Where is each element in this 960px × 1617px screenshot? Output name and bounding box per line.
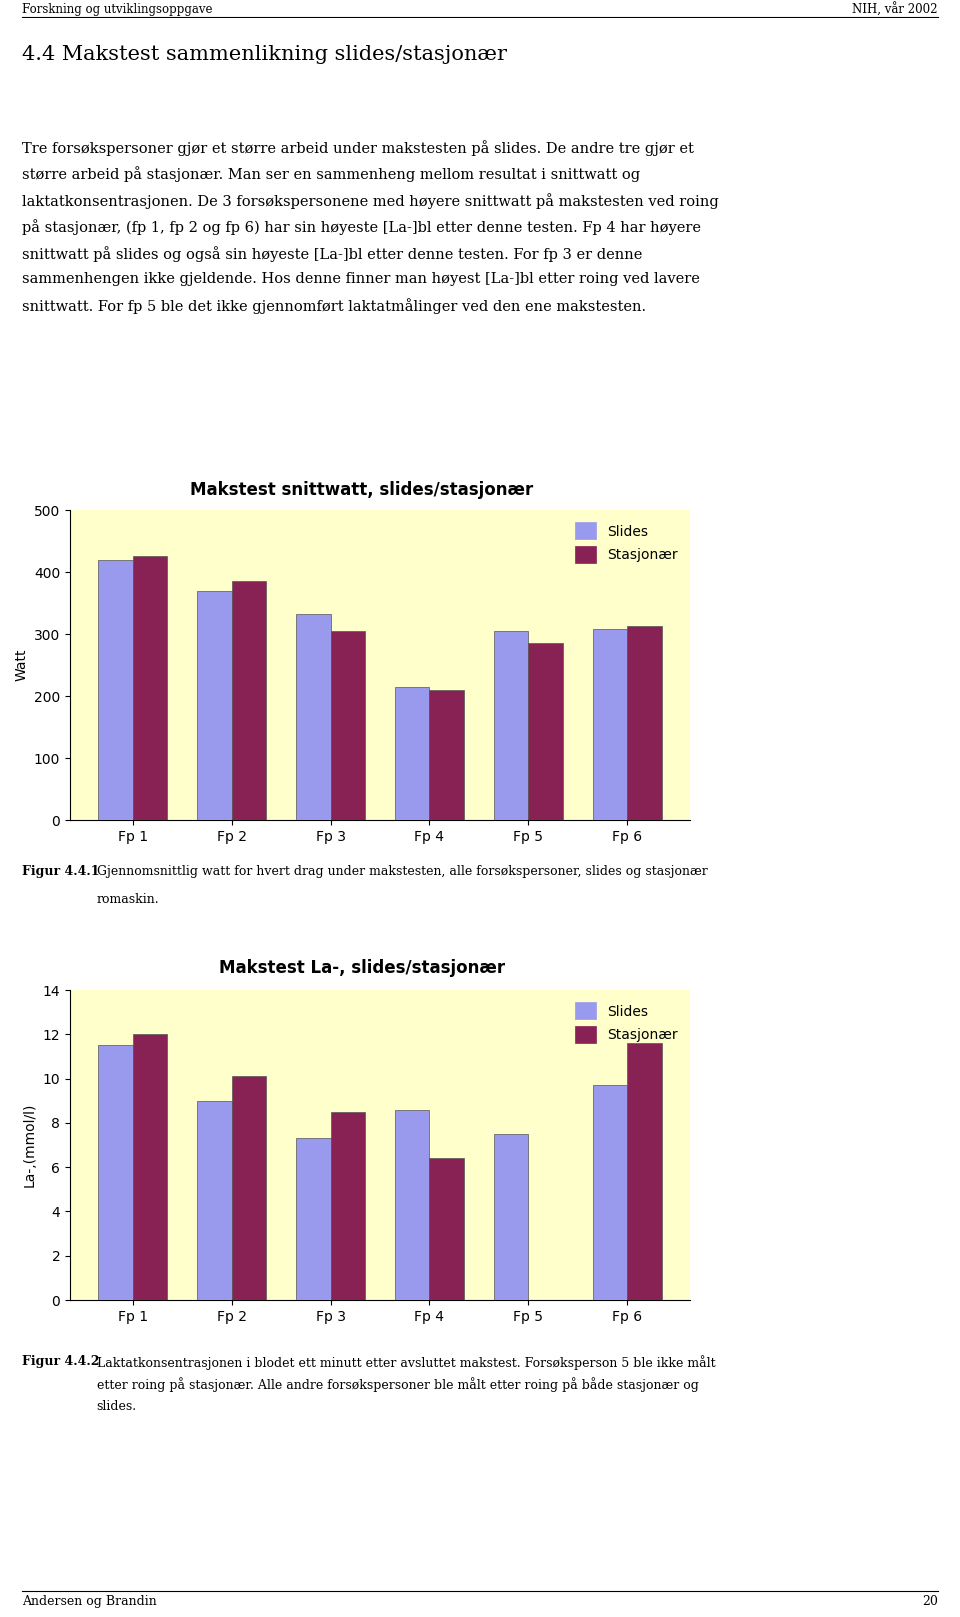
Bar bbox=[296, 1138, 330, 1300]
Y-axis label: La-,(mmol/l): La-,(mmol/l) bbox=[23, 1103, 37, 1187]
Bar bbox=[296, 613, 330, 820]
Bar bbox=[231, 581, 266, 820]
Text: Makstest La-, slides/stasjonær: Makstest La-, slides/stasjonær bbox=[219, 959, 505, 977]
Text: laktatkonsentrasjonen. De 3 forsøkspersonene med høyere snittwatt på makstesten : laktatkonsentrasjonen. De 3 forsøksperso… bbox=[22, 192, 719, 209]
Text: på stasjonær, (fp 1, fp 2 og fp 6) har sin høyeste [La-]bl etter denne testen. F: på stasjonær, (fp 1, fp 2 og fp 6) har s… bbox=[22, 220, 701, 234]
Text: sammenhengen ikke gjeldende. Hos denne finner man høyest [La-]bl etter roing ved: sammenhengen ikke gjeldende. Hos denne f… bbox=[22, 272, 700, 286]
Text: etter roing på stasjonær. Alle andre forsøkspersoner ble målt etter roing på båd: etter roing på stasjonær. Alle andre for… bbox=[97, 1378, 699, 1392]
Y-axis label: Watt: Watt bbox=[14, 648, 29, 681]
Bar bbox=[197, 1101, 231, 1300]
Text: Forskning og utviklingsoppgave: Forskning og utviklingsoppgave bbox=[22, 3, 212, 16]
Text: Andersen og Brandin: Andersen og Brandin bbox=[22, 1594, 156, 1607]
Bar bbox=[132, 1035, 167, 1300]
Text: Tre forsøkspersoner gjør et større arbeid under makstesten på slides. De andre t: Tre forsøkspersoner gjør et større arbei… bbox=[22, 141, 694, 155]
Bar bbox=[132, 556, 167, 820]
Bar bbox=[330, 631, 365, 820]
Text: Figur 4.4.1: Figur 4.4.1 bbox=[22, 865, 100, 878]
Bar bbox=[592, 629, 627, 820]
Bar bbox=[528, 644, 563, 820]
Text: romaskin.: romaskin. bbox=[97, 893, 159, 906]
Text: 4.4 Makstest sammenlikning slides/stasjonær: 4.4 Makstest sammenlikning slides/stasjo… bbox=[22, 45, 507, 65]
Text: snittwatt på slides og også sin høyeste [La-]bl etter denne testen. For fp 3 er : snittwatt på slides og også sin høyeste … bbox=[22, 246, 642, 262]
Text: Laktatkonsentrasjonen i blodet ett minutt etter avsluttet makstest. Forsøksperso: Laktatkonsentrasjonen i blodet ett minut… bbox=[97, 1355, 715, 1370]
Text: Makstest snittwatt, slides/stasjonær: Makstest snittwatt, slides/stasjonær bbox=[190, 480, 534, 500]
Bar bbox=[330, 1112, 365, 1300]
Bar bbox=[197, 590, 231, 820]
Bar bbox=[98, 1045, 132, 1300]
Text: slides.: slides. bbox=[97, 1400, 136, 1413]
Bar bbox=[493, 1134, 528, 1300]
Text: Gjennomsnittlig watt for hvert drag under makstesten, alle forsøkspersoner, slid: Gjennomsnittlig watt for hvert drag unde… bbox=[97, 865, 708, 878]
Bar bbox=[627, 1043, 661, 1300]
Bar bbox=[592, 1085, 627, 1300]
Bar bbox=[231, 1077, 266, 1300]
Bar bbox=[493, 631, 528, 820]
Text: større arbeid på stasjonær. Man ser en sammenheng mellom resultat i snittwatt og: større arbeid på stasjonær. Man ser en s… bbox=[22, 167, 640, 183]
Bar bbox=[98, 559, 132, 820]
Text: Figur 4.4.2: Figur 4.4.2 bbox=[22, 1355, 100, 1368]
Legend: Slides, Stasjonær: Slides, Stasjonær bbox=[569, 998, 684, 1049]
Text: NIH, vår 2002: NIH, vår 2002 bbox=[852, 3, 938, 16]
Text: 20: 20 bbox=[923, 1594, 938, 1607]
Legend: Slides, Stasjonær: Slides, Stasjonær bbox=[569, 517, 684, 569]
Bar bbox=[627, 626, 661, 820]
Bar bbox=[429, 690, 464, 820]
Bar bbox=[395, 687, 429, 820]
Text: snittwatt. For fp 5 ble det ikke gjennomført laktatmålinger ved den ene makstest: snittwatt. For fp 5 ble det ikke gjennom… bbox=[22, 299, 646, 314]
Bar bbox=[429, 1158, 464, 1300]
Bar bbox=[395, 1109, 429, 1300]
